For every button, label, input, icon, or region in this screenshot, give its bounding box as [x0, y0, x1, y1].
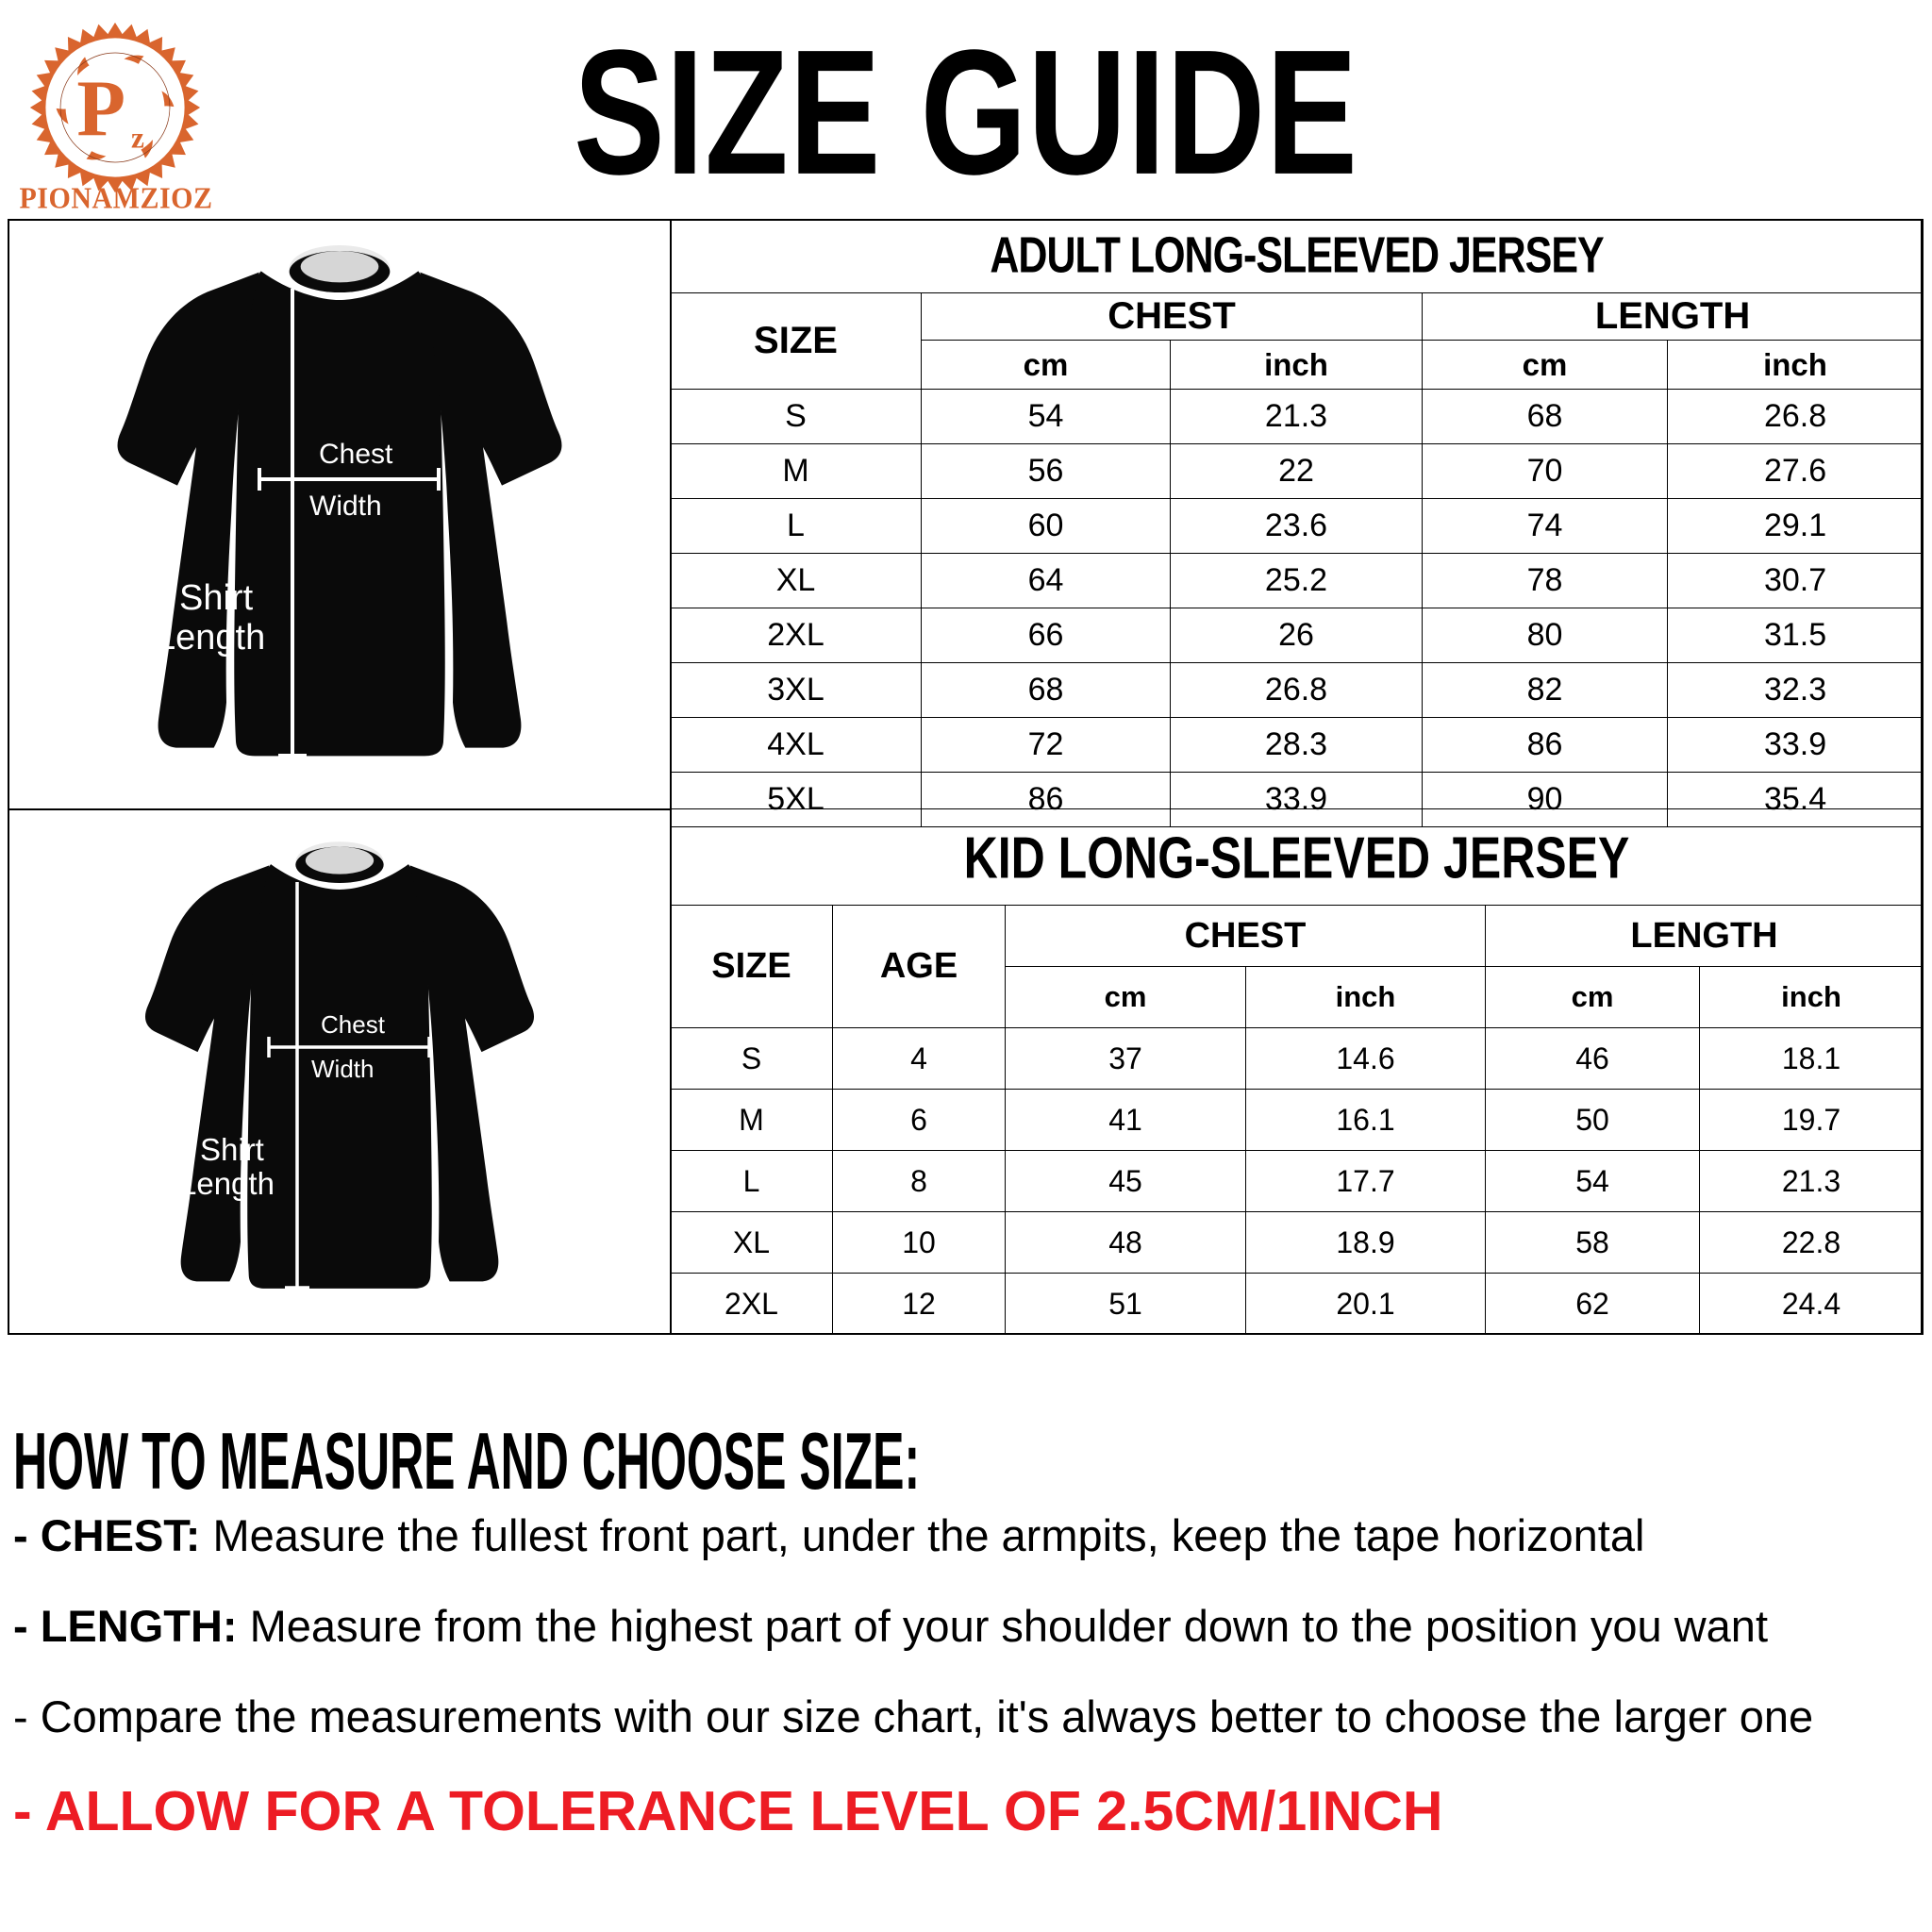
svg-text:Length: Length	[156, 618, 265, 658]
svg-text:Width: Width	[311, 1055, 374, 1083]
svg-text:Width: Width	[309, 491, 382, 522]
svg-text:Length: Length	[179, 1166, 275, 1201]
svg-text:Chest: Chest	[319, 439, 393, 470]
svg-text:Shirt: Shirt	[179, 578, 254, 618]
svg-text:Chest: Chest	[321, 1010, 386, 1039]
svg-text:Shirt: Shirt	[200, 1132, 264, 1167]
